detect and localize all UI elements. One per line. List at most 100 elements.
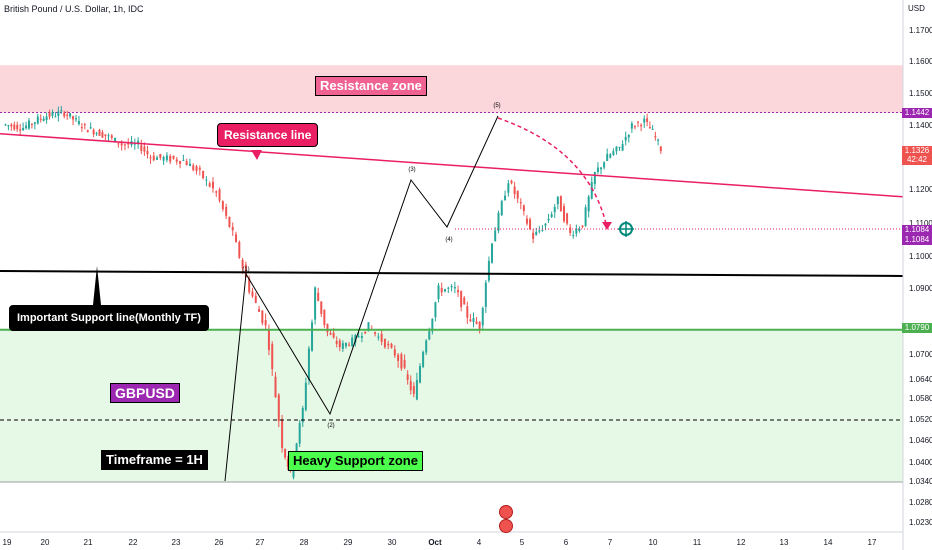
candle [450, 283, 453, 292]
candle [39, 114, 42, 123]
candle [36, 113, 39, 125]
candle [390, 342, 393, 349]
candle [415, 372, 418, 401]
candle [13, 121, 16, 131]
candle [507, 179, 510, 197]
candle [95, 131, 98, 136]
candle [271, 341, 274, 376]
candle [228, 216, 231, 228]
candle [612, 148, 615, 156]
important-support-line[interactable] [0, 270, 904, 277]
x-tick-label: 5 [519, 538, 525, 547]
candle [633, 125, 636, 130]
candle [98, 128, 101, 136]
x-tick-label: 12 [736, 538, 746, 547]
candle [603, 161, 606, 170]
candle [51, 109, 54, 119]
x-tick-label: 10 [648, 538, 658, 547]
candle [409, 375, 412, 395]
candle [286, 455, 289, 471]
candle [10, 122, 13, 131]
candle [547, 213, 550, 223]
resistance-top-tag: 1.1442 [902, 108, 932, 118]
candle [447, 286, 450, 294]
candle [92, 128, 95, 138]
candle [83, 122, 86, 130]
resistance-callout-pointer [251, 150, 262, 160]
candle [457, 285, 460, 297]
candle [569, 224, 572, 236]
candle [615, 146, 618, 155]
candle [654, 131, 657, 141]
y-tick-label: 1.0700 [909, 350, 932, 359]
candle [472, 312, 475, 328]
candle [606, 148, 609, 162]
candle [657, 138, 660, 146]
candle [19, 123, 22, 137]
candle [261, 310, 264, 326]
candle [149, 154, 152, 164]
currency-label: USD [908, 4, 925, 13]
candle [89, 122, 92, 130]
y-tick-label: 1.1000 [909, 252, 932, 261]
candle [277, 393, 280, 428]
support-callout-pointer [93, 266, 101, 305]
candle [162, 155, 165, 165]
x-tick-label: 22 [128, 538, 138, 547]
candle [179, 160, 182, 169]
economic-event-icon[interactable] [499, 505, 513, 519]
candle [74, 114, 77, 123]
candle [238, 240, 241, 260]
candle [566, 212, 569, 226]
candle [110, 133, 113, 140]
y-tick-label: 1.0230 [909, 518, 932, 527]
x-tick-label: 13 [779, 538, 789, 547]
candle [575, 224, 578, 237]
candle [274, 372, 277, 398]
y-tick-label: 1.1100 [909, 219, 932, 228]
resistance-line[interactable] [0, 133, 904, 198]
candle [72, 115, 75, 126]
candle [659, 145, 662, 154]
candle [165, 152, 168, 163]
candle [460, 290, 463, 312]
candle [123, 143, 126, 151]
candle [159, 153, 162, 161]
candle [581, 225, 584, 229]
candle [513, 181, 516, 199]
candle [600, 166, 603, 175]
candle [254, 292, 257, 304]
candle [231, 222, 234, 236]
y-tick-label: 1.0280 [909, 498, 932, 507]
economic-event-icon-2[interactable] [499, 519, 513, 533]
candle [550, 211, 553, 219]
x-tick-label: 29 [343, 538, 353, 547]
support-zone-label: Heavy Support zone [288, 451, 423, 471]
candle [33, 121, 36, 130]
symbol-badge: GBPUSD [110, 383, 180, 403]
candle [504, 190, 507, 201]
target-price-tag-2: 1.1084 [902, 235, 932, 245]
candle [651, 125, 654, 130]
candle [66, 110, 69, 120]
candle [284, 448, 287, 460]
candle [140, 139, 143, 155]
x-tick-label: 20 [40, 538, 50, 547]
x-tick-label: 23 [171, 538, 181, 547]
candle [77, 115, 80, 126]
candle [258, 305, 261, 312]
x-tick-label: 14 [823, 538, 833, 547]
candle [192, 163, 195, 172]
candle [484, 280, 487, 314]
candle [487, 256, 490, 283]
candle [587, 194, 590, 218]
elliott-wave-path [224, 115, 499, 482]
countdown-tag: 42:42 [902, 155, 932, 165]
candle [393, 345, 396, 359]
candle [218, 187, 221, 203]
candle [630, 121, 633, 133]
target-crosshair-icon[interactable] [618, 221, 634, 237]
candle [54, 112, 57, 118]
candle [497, 210, 500, 234]
